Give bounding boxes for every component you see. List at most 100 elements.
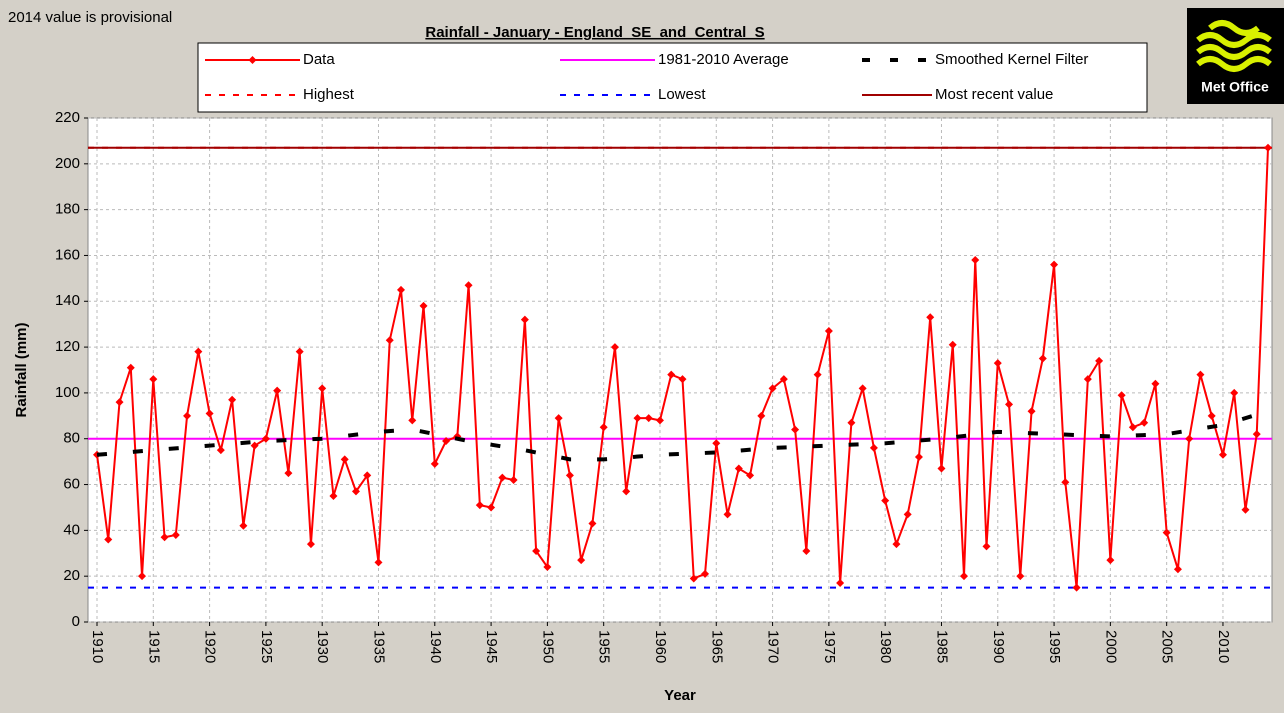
- data-point: [1252, 430, 1261, 439]
- y-tick-label: 140: [55, 292, 80, 309]
- data-point: [374, 558, 383, 567]
- x-tick-label: 1940: [427, 630, 444, 663]
- data-point: [1264, 143, 1272, 152]
- data-point: [171, 530, 180, 539]
- data-point: [306, 540, 315, 549]
- y-tick-label: 0: [72, 613, 80, 630]
- data-point: [892, 540, 901, 549]
- x-tick-label: 1935: [371, 630, 388, 663]
- data-point: [914, 453, 923, 462]
- data-point: [1140, 418, 1149, 427]
- data-point: [340, 455, 349, 464]
- x-tick-label: 1945: [483, 630, 500, 663]
- legend-label: Highest: [303, 86, 355, 103]
- x-tick-label: 2005: [1159, 630, 1176, 663]
- data-point: [599, 423, 608, 432]
- data-point: [228, 395, 237, 404]
- x-tick-label: 2010: [1215, 630, 1232, 663]
- data-point: [295, 347, 304, 356]
- data-point: [351, 487, 360, 496]
- data-point: [982, 542, 991, 551]
- data-point: [836, 579, 845, 588]
- x-tick-label: 1975: [821, 630, 838, 663]
- y-tick-label: 60: [63, 476, 80, 493]
- legend-label: Smoothed Kernel Filter: [935, 51, 1088, 68]
- data-point: [250, 441, 259, 450]
- data-point: [1038, 354, 1047, 363]
- data-point: [869, 443, 878, 452]
- data-point: [183, 411, 192, 420]
- data-point: [1185, 434, 1194, 443]
- x-tick-label: 1915: [145, 630, 162, 663]
- data-point: [1095, 356, 1104, 365]
- data-point: [633, 414, 642, 423]
- data-point: [655, 416, 664, 425]
- data-point: [791, 425, 800, 434]
- data-point: [824, 327, 833, 336]
- x-tick-label: 1950: [539, 630, 556, 663]
- data-point: [959, 572, 968, 581]
- legend-marker: [248, 56, 257, 64]
- data-point: [746, 471, 755, 480]
- y-axis-title: Rainfall (mm): [13, 322, 30, 417]
- data-point: [1173, 565, 1182, 574]
- data-point: [701, 569, 710, 578]
- data-point: [1072, 583, 1081, 592]
- data-point: [1005, 400, 1014, 409]
- logo-waves: [1196, 20, 1272, 72]
- smoothed-line: [96, 409, 1269, 462]
- data-point: [115, 398, 124, 407]
- x-tick-label: 1995: [1046, 630, 1063, 663]
- data-point: [475, 501, 484, 510]
- data-point: [1162, 528, 1171, 537]
- data-point: [1027, 407, 1036, 416]
- data-point: [1207, 411, 1216, 420]
- data-point: [667, 370, 676, 379]
- y-tick-label: 80: [63, 430, 80, 447]
- data-point: [577, 556, 586, 565]
- data-point: [160, 533, 169, 542]
- x-tick-label: 1965: [708, 630, 725, 663]
- data-point: [194, 347, 203, 356]
- data-point: [498, 473, 507, 482]
- data-point: [734, 464, 743, 473]
- legend-label: Data: [303, 51, 335, 68]
- data-point: [430, 459, 439, 468]
- data-point: [1241, 505, 1250, 514]
- x-tick-label: 1955: [596, 630, 613, 663]
- x-tick-label: 1990: [990, 630, 1007, 663]
- data-point: [520, 315, 529, 324]
- data-point: [993, 359, 1002, 368]
- data-point: [149, 375, 158, 384]
- data-point: [1083, 375, 1092, 384]
- data-point: [329, 492, 338, 500]
- data-point: [948, 340, 957, 349]
- data-point: [1050, 260, 1059, 269]
- logo-text: Met Office: [1201, 79, 1269, 95]
- data-point: [622, 487, 631, 496]
- y-tick-label: 120: [55, 338, 80, 355]
- x-axis-title: Year: [664, 687, 696, 704]
- data-point: [205, 409, 214, 418]
- x-tick-label: 1910: [89, 630, 106, 663]
- data-point: [1106, 556, 1115, 565]
- data-point: [509, 475, 518, 484]
- data-point: [971, 256, 980, 265]
- data-point: [408, 416, 417, 425]
- data-point: [532, 546, 541, 555]
- y-tick-label: 20: [63, 567, 80, 584]
- data-point: [239, 521, 248, 530]
- data-point: [1117, 391, 1126, 400]
- data-point: [104, 535, 113, 544]
- data-point: [1196, 370, 1205, 379]
- data-point: [678, 375, 687, 384]
- data-point: [1016, 572, 1025, 581]
- data-point: [565, 471, 574, 480]
- x-tick-label: 1970: [765, 630, 782, 663]
- y-tick-label: 100: [55, 384, 80, 401]
- y-tick-label: 160: [55, 246, 80, 263]
- data-point: [397, 285, 406, 294]
- data-point: [543, 563, 552, 572]
- data-point: [487, 503, 496, 512]
